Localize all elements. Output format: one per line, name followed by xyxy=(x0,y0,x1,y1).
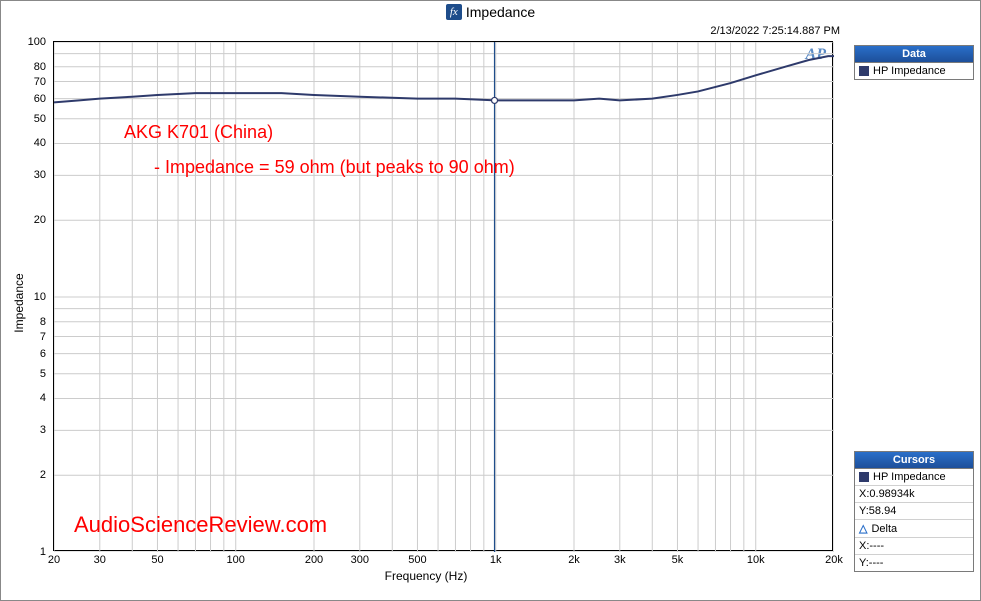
delta-icon: △ xyxy=(859,522,867,535)
x-tick: 10k xyxy=(747,554,765,566)
cursor-y-row: Y:58.94 xyxy=(855,503,973,520)
x-tick: 20k xyxy=(825,554,843,566)
cursor-x-row: X:0.98934k xyxy=(855,486,973,503)
cursor-series-label: HP Impedance xyxy=(873,471,946,483)
cursors-panel: Cursors HP Impedance X:0.98934k Y:58.94 … xyxy=(854,451,974,572)
x-tick: 5k xyxy=(672,554,684,566)
series-swatch-icon xyxy=(859,66,869,76)
y-tick: 3 xyxy=(40,424,46,436)
cursor-series-row[interactable]: HP Impedance xyxy=(855,469,973,486)
x-tick: 30 xyxy=(94,554,106,566)
y-tick: 5 xyxy=(40,368,46,380)
annotation-title: AKG K701 (China) xyxy=(124,122,273,143)
plot-region[interactable]: AP AKG K701 (China) - Impedance = 59 ohm… xyxy=(53,41,833,551)
cursor-dx-row: X:---- xyxy=(855,538,973,555)
y-axis-label: Impedance xyxy=(12,273,26,332)
data-panel: Data HP Impedance xyxy=(854,45,974,80)
y-tick: 1 xyxy=(40,546,46,558)
series-label: HP Impedance xyxy=(873,65,946,77)
x-tick: 20 xyxy=(48,554,60,566)
y-tick: 80 xyxy=(34,61,46,73)
delta-label: Delta xyxy=(871,523,897,535)
x-tick: 1k xyxy=(490,554,502,566)
cursor-dy-row: Y:---- xyxy=(855,555,973,571)
x-tick: 2k xyxy=(568,554,580,566)
data-series-row[interactable]: HP Impedance xyxy=(855,63,973,79)
chart-title: Impedance xyxy=(466,4,535,20)
title-bar: fx Impedance xyxy=(1,1,980,23)
y-tick: 40 xyxy=(34,137,46,149)
y-tick: 30 xyxy=(34,169,46,181)
cursors-panel-header: Cursors xyxy=(855,452,973,469)
fx-icon: fx xyxy=(446,4,462,20)
annotation-detail: - Impedance = 59 ohm (but peaks to 90 oh… xyxy=(154,157,515,178)
y-tick: 70 xyxy=(34,76,46,88)
chart-area: Impedance Frequency (Hz) AP AKG K701 (Ch… xyxy=(11,23,841,583)
y-tick: 60 xyxy=(34,93,46,105)
y-tick: 2 xyxy=(40,469,46,481)
series-swatch-icon xyxy=(859,472,869,482)
y-tick: 20 xyxy=(34,214,46,226)
y-tick: 7 xyxy=(40,331,46,343)
data-panel-header: Data xyxy=(855,46,973,63)
plot-svg xyxy=(54,42,834,552)
y-tick: 8 xyxy=(40,316,46,328)
x-tick: 200 xyxy=(305,554,323,566)
watermark: AudioScienceReview.com xyxy=(74,512,327,538)
y-tick: 4 xyxy=(40,392,46,404)
y-tick: 6 xyxy=(40,348,46,360)
y-tick: 50 xyxy=(34,113,46,125)
x-axis-label: Frequency (Hz) xyxy=(385,569,468,583)
x-tick: 50 xyxy=(151,554,163,566)
x-tick: 300 xyxy=(351,554,369,566)
x-tick: 3k xyxy=(614,554,626,566)
x-tick: 100 xyxy=(227,554,245,566)
y-tick: 100 xyxy=(28,36,46,48)
cursor-delta-row[interactable]: △ Delta xyxy=(855,520,973,538)
y-tick: 10 xyxy=(34,291,46,303)
x-tick: 500 xyxy=(408,554,426,566)
